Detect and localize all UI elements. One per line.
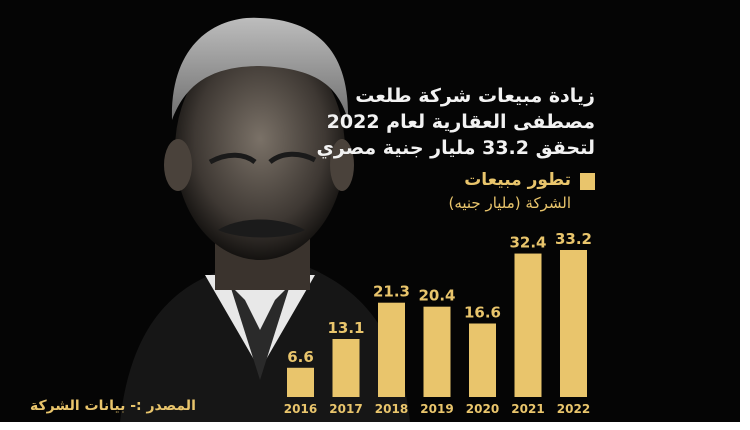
data-label-2016: 6.6 xyxy=(287,348,314,366)
data-label-2022: 33.2 xyxy=(555,230,592,248)
bar-2016 xyxy=(287,367,314,397)
x-tick-2021: 2021 xyxy=(511,402,544,416)
portrait-silhouette xyxy=(120,17,410,422)
headline-line-3: لتحقق 33.2 مليار جنية مصري xyxy=(316,137,595,159)
bar-2020 xyxy=(469,323,496,397)
bar-2022 xyxy=(560,250,587,397)
bar-2021 xyxy=(514,253,542,397)
x-tick-2022: 2022 xyxy=(557,402,590,416)
infographic-panel: زيادة مبيعات شركة طلعت مصطفى العقارية لع… xyxy=(0,0,740,422)
x-tick-2018: 2018 xyxy=(375,402,408,416)
legend-label-1: تطور مبيعات xyxy=(464,170,571,190)
data-label-2020: 16.6 xyxy=(464,304,501,322)
legend-label-2: الشركة (مليار جنيه) xyxy=(448,194,571,212)
bar-chart: 6.6 2016 13.1 2017 21.3 2018 20.4 2019 16.6 2020 3… xyxy=(284,230,592,416)
data-label-2019: 20.4 xyxy=(418,287,455,305)
headline: زيادة مبيعات شركة طلعت مصطفى العقارية لع… xyxy=(295,83,595,161)
data-label-2017: 13.1 xyxy=(327,319,364,337)
headline-line-2: مصطفى العقارية لعام 2022 xyxy=(326,111,595,133)
data-label-2021: 32.4 xyxy=(509,234,546,252)
x-tick-2016: 2016 xyxy=(284,402,317,416)
x-tick-2019: 2019 xyxy=(420,402,453,416)
x-tick-2020: 2020 xyxy=(466,402,499,416)
bar-2019 xyxy=(423,306,451,397)
source-note: المصدر :- بيانات الشركة xyxy=(30,398,196,414)
data-label-2018: 21.3 xyxy=(373,283,410,301)
bar-2018 xyxy=(378,302,405,397)
x-tick-2017: 2017 xyxy=(329,402,362,416)
legend-swatch xyxy=(580,173,595,190)
headline-line-1: زيادة مبيعات شركة طلعت xyxy=(355,85,595,107)
bar-2017 xyxy=(332,338,360,397)
